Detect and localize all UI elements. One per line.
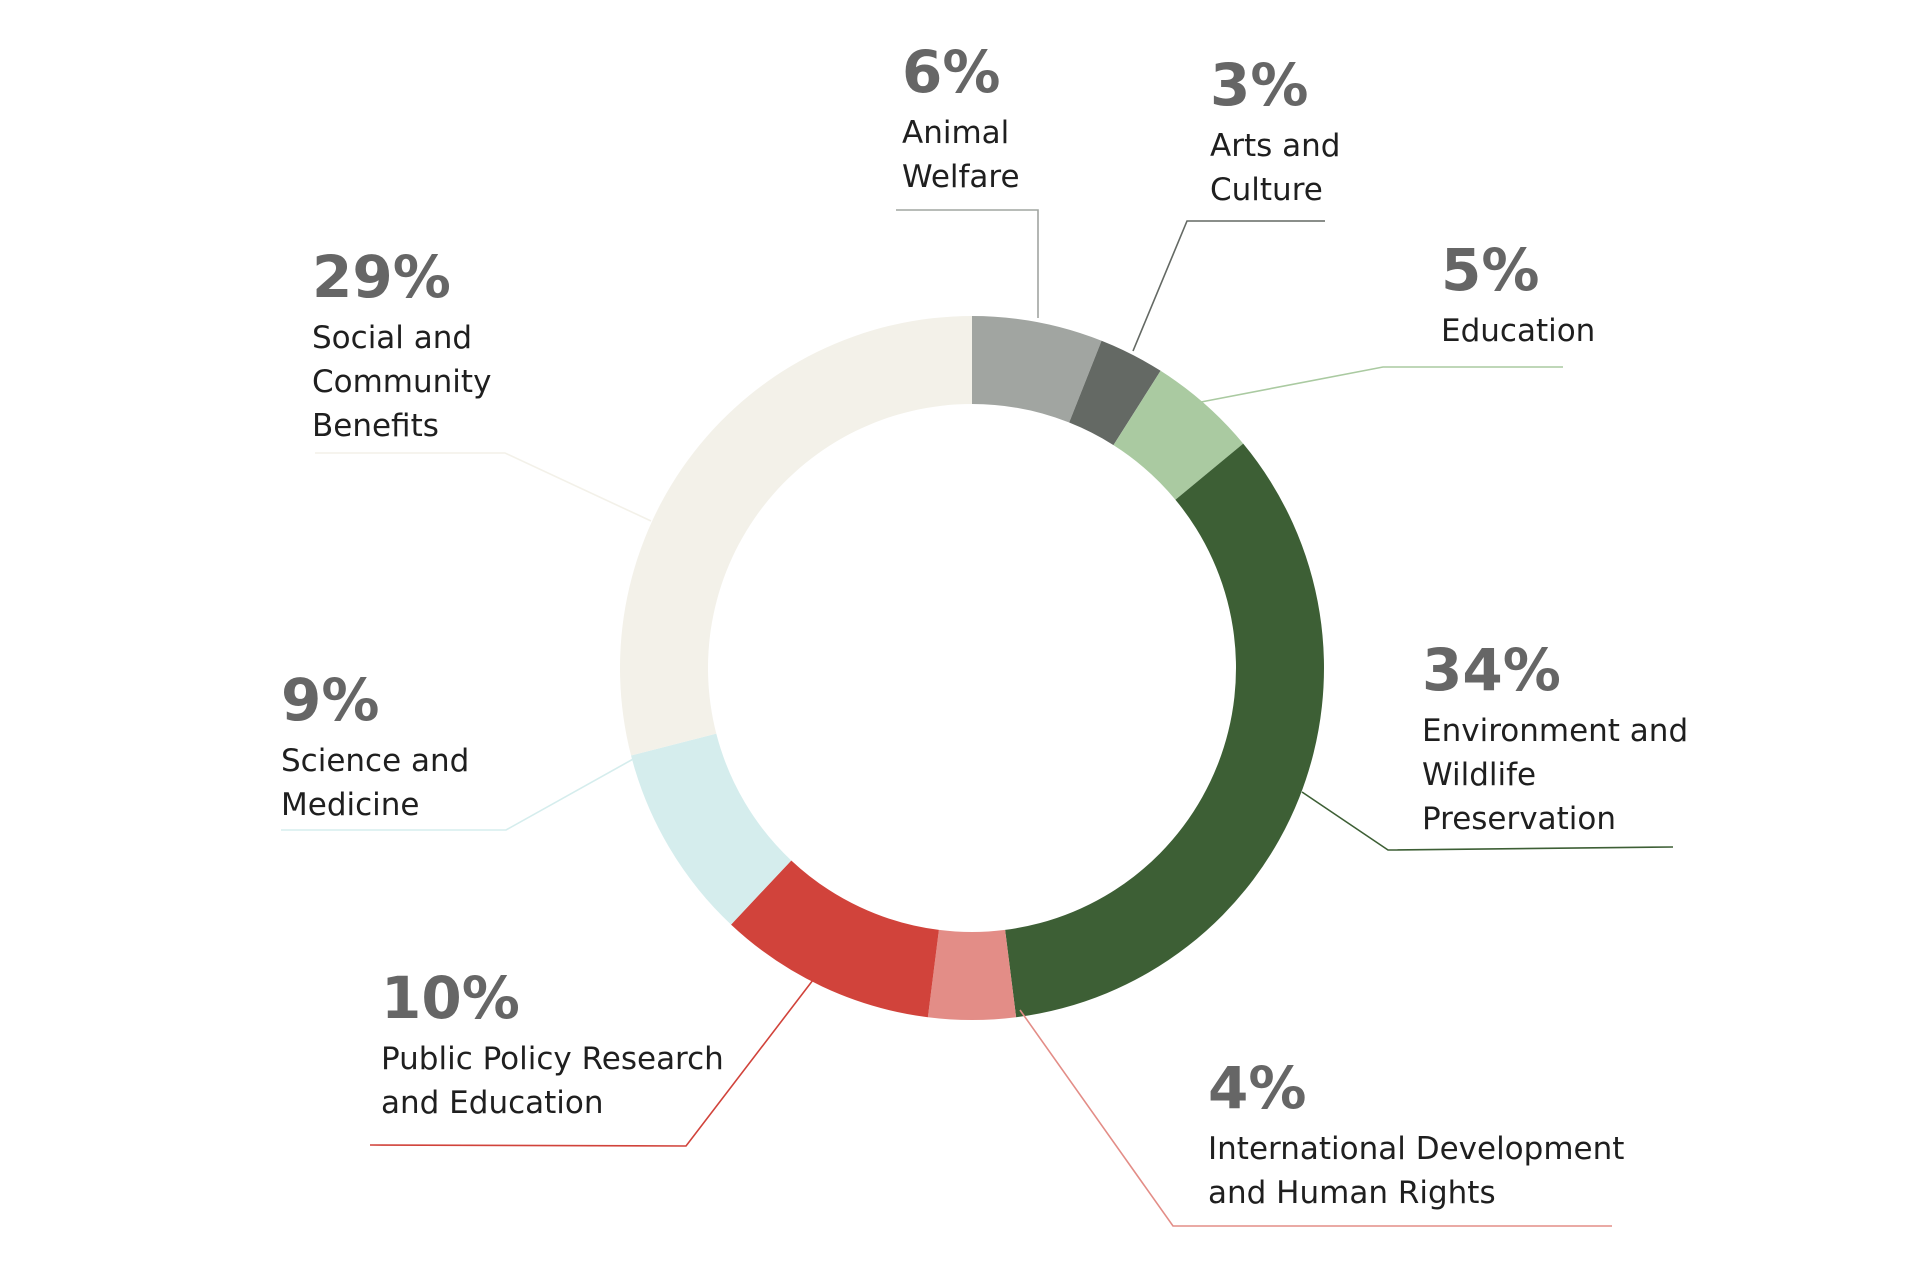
category-label-line: Arts and xyxy=(1210,128,1340,164)
category-label-line: Culture xyxy=(1210,172,1323,208)
leader-line-science-and-medicine xyxy=(281,757,636,831)
value-label-animal-welfare: 6% xyxy=(902,38,1000,106)
value-label-public-policy-research-and-education: 10% xyxy=(381,964,520,1032)
leader-lines xyxy=(281,209,1674,1227)
value-label-education: 5% xyxy=(1441,236,1539,304)
slice-arts-and-culture xyxy=(1069,340,1161,446)
category-label-line: Benefits xyxy=(312,408,439,444)
category-label-animal-welfare: Animal Welfare xyxy=(902,115,1020,195)
value-label-arts-and-culture: 3% xyxy=(1210,51,1308,119)
category-label-line: and Education xyxy=(381,1085,604,1121)
category-label-line: Wildlife xyxy=(1422,757,1536,793)
value-label-science-and-medicine: 9% xyxy=(281,666,379,734)
slice-public-policy-research-and-education xyxy=(731,860,939,1018)
category-label-line: International Development xyxy=(1208,1131,1624,1167)
category-label-line: Medicine xyxy=(281,787,420,823)
leader-line-arts-and-culture xyxy=(1132,220,1325,352)
slice-science-and-medicine xyxy=(631,733,792,925)
slice-environment-and-wildlife-preservation xyxy=(1005,443,1325,1018)
category-label-education: Education xyxy=(1441,313,1595,349)
value-label-environment-and-wildlife-preservation: 34% xyxy=(1422,636,1561,704)
category-label-arts-and-culture: Arts and Culture xyxy=(1210,128,1340,208)
category-label-line: Public Policy Research xyxy=(381,1041,724,1077)
category-label-line: Environment and xyxy=(1422,713,1688,749)
leader-line-environment-and-wildlife-preservation xyxy=(1301,791,1674,851)
category-label-line: and Human Rights xyxy=(1208,1175,1496,1211)
slice-labels: 6% Animal Welfare 3% Arts and Culture 5% Educat… xyxy=(281,38,1688,1211)
category-label-line: Science and xyxy=(281,743,469,779)
leader-line-public-policy-research-and-education xyxy=(369,979,814,1147)
leader-line-animal-welfare xyxy=(896,209,1039,318)
category-label-line: Welfare xyxy=(902,159,1020,195)
category-label-line: Community xyxy=(312,364,491,400)
category-label-line: Preservation xyxy=(1422,801,1616,837)
category-label-international-development-and-human-rights: International Development and Human Right… xyxy=(1208,1131,1624,1211)
category-label-environment-and-wildlife-preservation: Environment and Wildlife Preservation xyxy=(1422,713,1688,837)
value-label-social-and-community-benefits: 29% xyxy=(312,243,451,311)
slice-international-development-and-human-rights xyxy=(927,929,1017,1021)
category-label-public-policy-research-and-education: Public Policy Research and Education xyxy=(381,1041,724,1121)
category-label-social-and-community-benefits: Social and Community Benefits xyxy=(312,320,491,444)
leader-line-international-development-and-human-rights xyxy=(1019,1009,1612,1227)
leader-line-education xyxy=(1200,366,1563,403)
slice-education xyxy=(1113,370,1244,500)
slice-animal-welfare xyxy=(972,316,1102,423)
leader-line-social-and-community-benefits xyxy=(315,452,652,522)
slice-social-and-community-benefits xyxy=(620,316,972,756)
category-label-science-and-medicine: Science and Medicine xyxy=(281,743,469,823)
category-label-line: Education xyxy=(1441,313,1595,349)
donut-slices xyxy=(620,316,1325,1021)
category-label-line: Animal xyxy=(902,115,1009,151)
value-label-international-development-and-human-rights: 4% xyxy=(1208,1054,1306,1122)
category-label-line: Social and xyxy=(312,320,472,356)
